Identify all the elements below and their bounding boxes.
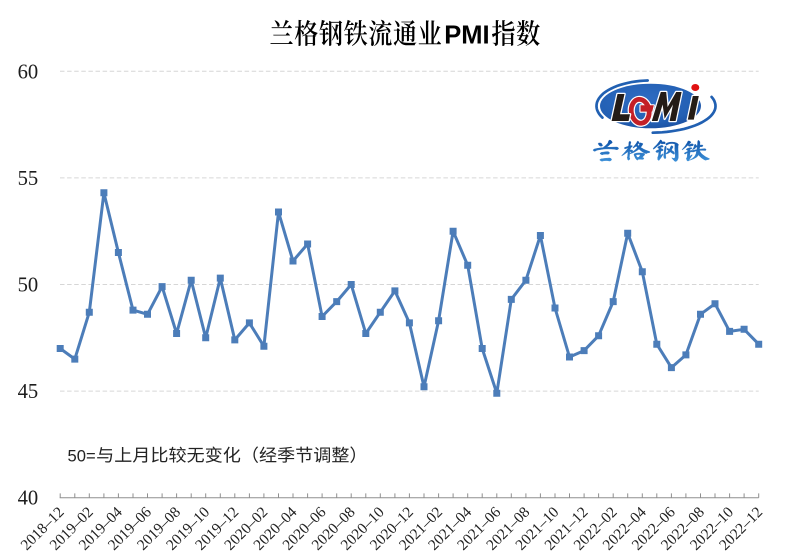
svg-text:50=: 50=	[68, 446, 96, 465]
svg-text:55: 55	[18, 168, 39, 190]
svg-text:45: 45	[18, 381, 39, 403]
svg-text:PMI: PMI	[444, 22, 489, 50]
svg-text:40: 40	[18, 488, 39, 510]
svg-text:50: 50	[18, 275, 39, 297]
svg-text:60: 60	[18, 61, 39, 83]
